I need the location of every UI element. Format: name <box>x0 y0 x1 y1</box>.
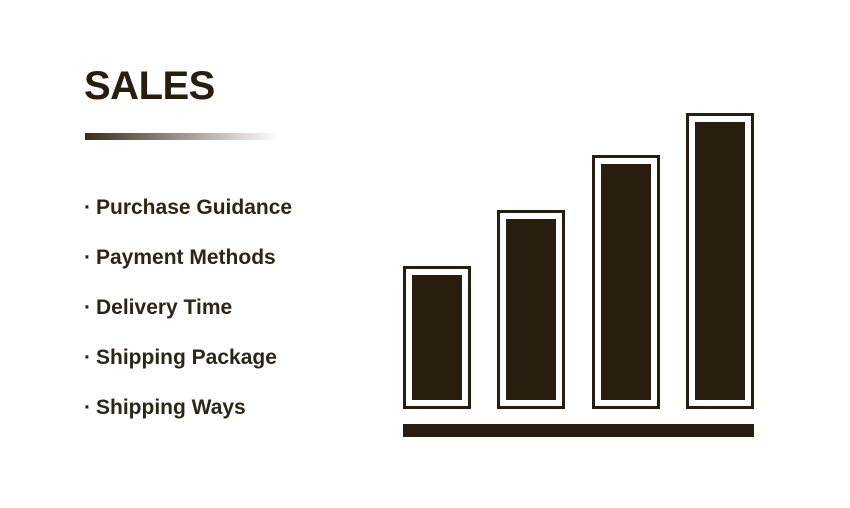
bar-fill <box>506 219 557 400</box>
bars-row <box>403 113 754 409</box>
list-item-label: Delivery Time <box>96 296 233 319</box>
bar-chart-graphic <box>403 113 754 437</box>
list-item-label: Shipping Ways <box>96 396 246 419</box>
list-item: · Shipping Ways <box>84 383 292 433</box>
baseline-bar <box>403 424 754 437</box>
bullet-dot: · <box>84 396 91 419</box>
bar-outline <box>403 266 471 409</box>
bullet-dot: · <box>84 346 91 369</box>
list-item: · Delivery Time <box>84 283 292 333</box>
bullet-dot: · <box>84 246 91 269</box>
bar-outline <box>591 155 660 409</box>
bullet-dot: · <box>84 196 91 219</box>
bar-fill <box>694 122 745 400</box>
list-item: · Shipping Package <box>84 333 292 383</box>
topic-list: · Purchase Guidance · Payment Methods · … <box>84 183 292 433</box>
bar-fill <box>600 164 651 400</box>
list-item: · Payment Methods <box>84 233 292 283</box>
list-item-label: Shipping Package <box>96 346 277 369</box>
list-item: · Purchase Guidance <box>84 183 292 233</box>
title-underline-gradient <box>85 133 278 140</box>
slide-title: SALES <box>84 64 215 108</box>
bar-fill <box>412 275 462 400</box>
bar-outline <box>497 210 566 409</box>
bar-outline <box>685 113 754 409</box>
bullet-dot: · <box>84 296 91 319</box>
list-item-label: Purchase Guidance <box>96 196 293 219</box>
list-item-label: Payment Methods <box>96 246 276 269</box>
